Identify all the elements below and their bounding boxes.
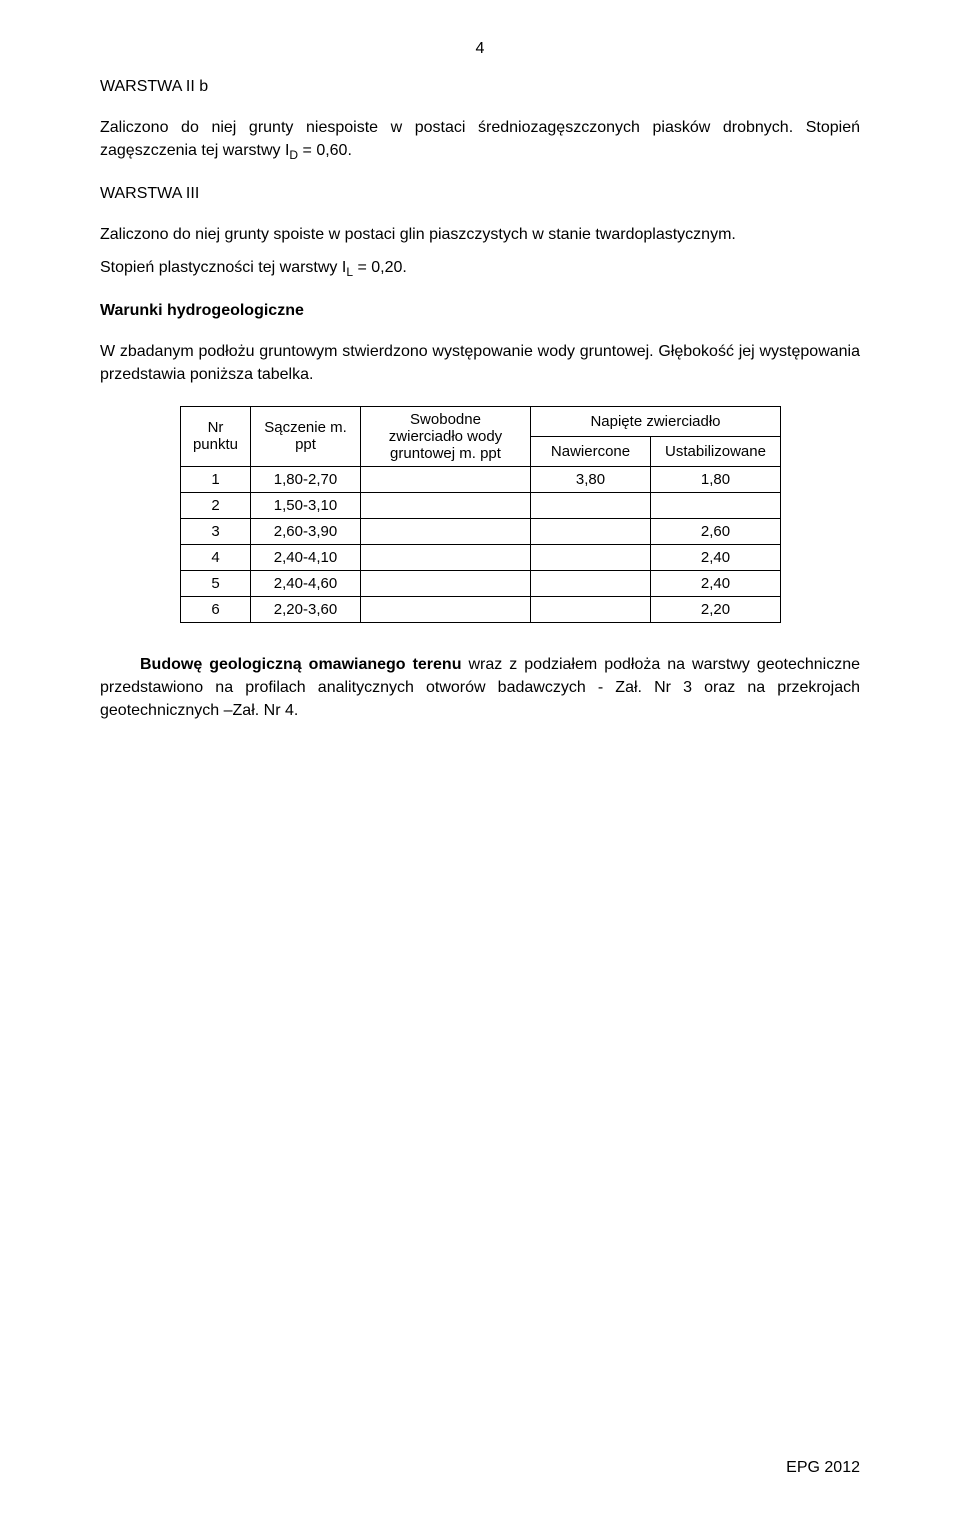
cell: 2,40 <box>651 570 781 596</box>
cell: 2,60 <box>651 518 781 544</box>
table-container: Nr punktu Sączenie m. ppt Swobodne zwier… <box>180 406 860 623</box>
th-nawiercone: Nawiercone <box>531 436 651 466</box>
water-table: Nr punktu Sączenie m. ppt Swobodne zwier… <box>180 406 781 623</box>
text-bold: Budowę geologiczną omawianego terenu <box>140 656 461 673</box>
cell <box>651 492 781 518</box>
cell: 2,60-3,90 <box>251 518 361 544</box>
cell: 1,80 <box>651 466 781 492</box>
table-row: 4 2,40-4,10 2,40 <box>181 544 781 570</box>
subscript: L <box>346 265 353 279</box>
table-body: 1 1,80-2,70 3,80 1,80 2 1,50-3,10 3 2,60… <box>181 466 781 622</box>
cell: 2,20-3,60 <box>251 596 361 622</box>
page-number: 4 <box>100 40 860 58</box>
table-row: 5 2,40-4,60 2,40 <box>181 570 781 596</box>
cell: 1,50-3,10 <box>251 492 361 518</box>
subscript: D <box>289 148 298 162</box>
heading-warstwa-iib: WARSTWA II b <box>100 78 860 96</box>
cell: 4 <box>181 544 251 570</box>
th-nr-punktu: Nr punktu <box>181 406 251 466</box>
cell: 2,20 <box>651 596 781 622</box>
cell: 2 <box>181 492 251 518</box>
cell: 2,40-4,60 <box>251 570 361 596</box>
table-row: 2 1,50-3,10 <box>181 492 781 518</box>
text: Stopień plastyczności tej warstwy I <box>100 259 346 276</box>
text: = 0,20. <box>353 259 407 276</box>
table-row: 3 2,60-3,90 2,60 <box>181 518 781 544</box>
paragraph-warstwa-iib: Zaliczono do niej grunty niespoiste w po… <box>100 116 860 165</box>
heading-warstwa-iii: WARSTWA III <box>100 185 860 203</box>
th-ustabilizowane: Ustabilizowane <box>651 436 781 466</box>
cell <box>361 544 531 570</box>
text: Zaliczono do niej grunty niespoiste w po… <box>100 119 860 159</box>
cell <box>531 544 651 570</box>
table-row: 6 2,20-3,60 2,20 <box>181 596 781 622</box>
cell: 2,40 <box>651 544 781 570</box>
paragraph-budowe: Budowę geologiczną omawianego terenu wra… <box>100 653 860 723</box>
text: Zaliczono do niej grunty spoiste w posta… <box>100 226 736 243</box>
cell <box>361 466 531 492</box>
cell: 5 <box>181 570 251 596</box>
cell <box>361 492 531 518</box>
cell <box>531 596 651 622</box>
footer-text: EPG 2012 <box>786 1459 860 1477</box>
paragraph-warstwa-iii-2: Stopień plastyczności tej warstwy IL = 0… <box>100 256 860 282</box>
heading-warunki: Warunki hydrogeologiczne <box>100 302 860 320</box>
table-row: 1 1,80-2,70 3,80 1,80 <box>181 466 781 492</box>
cell: 3 <box>181 518 251 544</box>
document-page: 4 WARSTWA II b Zaliczono do niej grunty … <box>0 0 960 1517</box>
cell: 6 <box>181 596 251 622</box>
cell <box>531 492 651 518</box>
text: = 0,60. <box>298 142 352 159</box>
cell <box>361 518 531 544</box>
th-saczenie: Sączenie m. ppt <box>251 406 361 466</box>
cell: 1 <box>181 466 251 492</box>
cell <box>361 570 531 596</box>
cell: 3,80 <box>531 466 651 492</box>
cell: 2,40-4,10 <box>251 544 361 570</box>
paragraph-warstwa-iii-1: Zaliczono do niej grunty spoiste w posta… <box>100 223 860 246</box>
cell <box>531 570 651 596</box>
th-swobodne: Swobodne zwierciadło wody gruntowej m. p… <box>361 406 531 466</box>
th-napiete: Napięte zwierciadło <box>531 406 781 436</box>
cell: 1,80-2,70 <box>251 466 361 492</box>
cell <box>361 596 531 622</box>
table-header-row-1: Nr punktu Sączenie m. ppt Swobodne zwier… <box>181 406 781 436</box>
paragraph-warunki: W zbadanym podłożu gruntowym stwierdzono… <box>100 340 860 386</box>
cell <box>531 518 651 544</box>
